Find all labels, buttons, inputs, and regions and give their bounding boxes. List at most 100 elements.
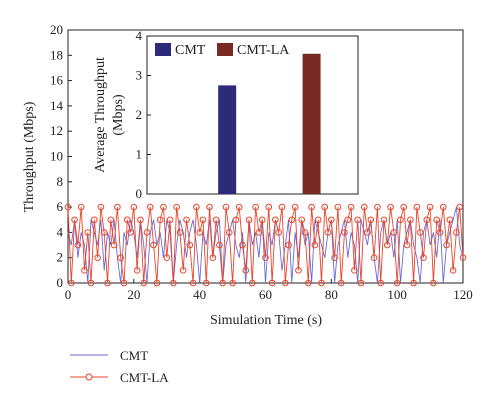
point [64,203,72,211]
point [380,216,388,224]
point [123,216,131,224]
point [156,216,164,224]
point [413,203,421,211]
y-axis-label: (Mbps) [111,94,126,136]
point [209,254,217,262]
point [357,279,365,287]
point [87,279,95,287]
point [268,279,276,287]
point [331,254,338,262]
point [120,279,128,287]
point [318,279,325,287]
point [179,267,187,274]
point [285,241,292,249]
point [258,216,266,224]
bar [218,85,237,194]
x-tick-label: 20 [127,287,140,302]
point [94,254,101,262]
point [281,279,289,287]
y-tick-label: 4 [57,224,64,239]
point [216,241,223,249]
series-line [67,206,464,284]
point [295,267,302,274]
point [245,216,253,224]
point [193,203,200,211]
point [291,203,299,211]
point [140,279,148,287]
point [160,203,167,211]
point [222,203,230,211]
point [229,279,236,287]
point [278,203,286,211]
legend-label: CMT-LA [237,43,290,58]
x-axis-label: Simulation Time (s) [210,313,322,328]
point [81,267,88,274]
point [262,254,269,262]
point [212,216,220,224]
point [166,216,174,224]
point [420,254,427,262]
point [423,216,431,224]
point [163,254,171,262]
point [288,216,296,224]
point [351,267,358,274]
point [242,267,250,274]
x-tick-label: 0 [65,287,72,302]
y-axis-label: Throughput (Mbps) [22,101,37,212]
point [146,203,154,211]
point [397,216,404,224]
point [97,203,105,211]
point [252,203,259,211]
point [170,279,177,287]
point [255,229,263,236]
point [383,241,391,249]
point [344,216,352,224]
point [275,229,282,236]
legend-swatch [217,43,233,56]
point [456,203,464,211]
legend-marker [85,373,93,381]
x-tick-label: 60 [259,287,272,302]
point [354,216,361,224]
point [301,229,309,236]
point [74,241,82,249]
x-tick-label: 100 [387,287,407,302]
legend-label: CMT-LA [120,370,169,385]
y-tick-label: 4 [136,28,143,43]
y-tick-label: 18 [50,47,63,62]
point [439,203,447,211]
point [130,203,138,211]
point [308,203,315,211]
y-tick-label: 0 [57,275,64,290]
point [314,216,322,224]
point [110,241,118,249]
point [453,229,460,236]
point [370,254,378,262]
point [334,203,342,211]
point [459,254,467,262]
y-tick-label: 2 [57,250,64,265]
point [364,229,371,236]
y-tick-label: 10 [50,149,63,164]
y-tick-label: 8 [57,174,64,189]
point [324,229,332,236]
point [114,203,121,211]
point [374,203,381,211]
plot-frame [146,35,359,195]
point [219,279,227,287]
point [173,203,180,211]
point [84,229,92,236]
point [400,203,408,211]
legend-label: CMT [175,43,206,58]
point [249,279,256,287]
point [360,203,368,211]
x-tick-label: 40 [193,287,206,302]
point [67,279,75,287]
point [416,229,424,236]
legend-label: CMT [120,348,148,363]
y-tick-label: 6 [57,199,64,214]
point [183,216,190,224]
bar [302,53,321,195]
point [71,216,78,224]
